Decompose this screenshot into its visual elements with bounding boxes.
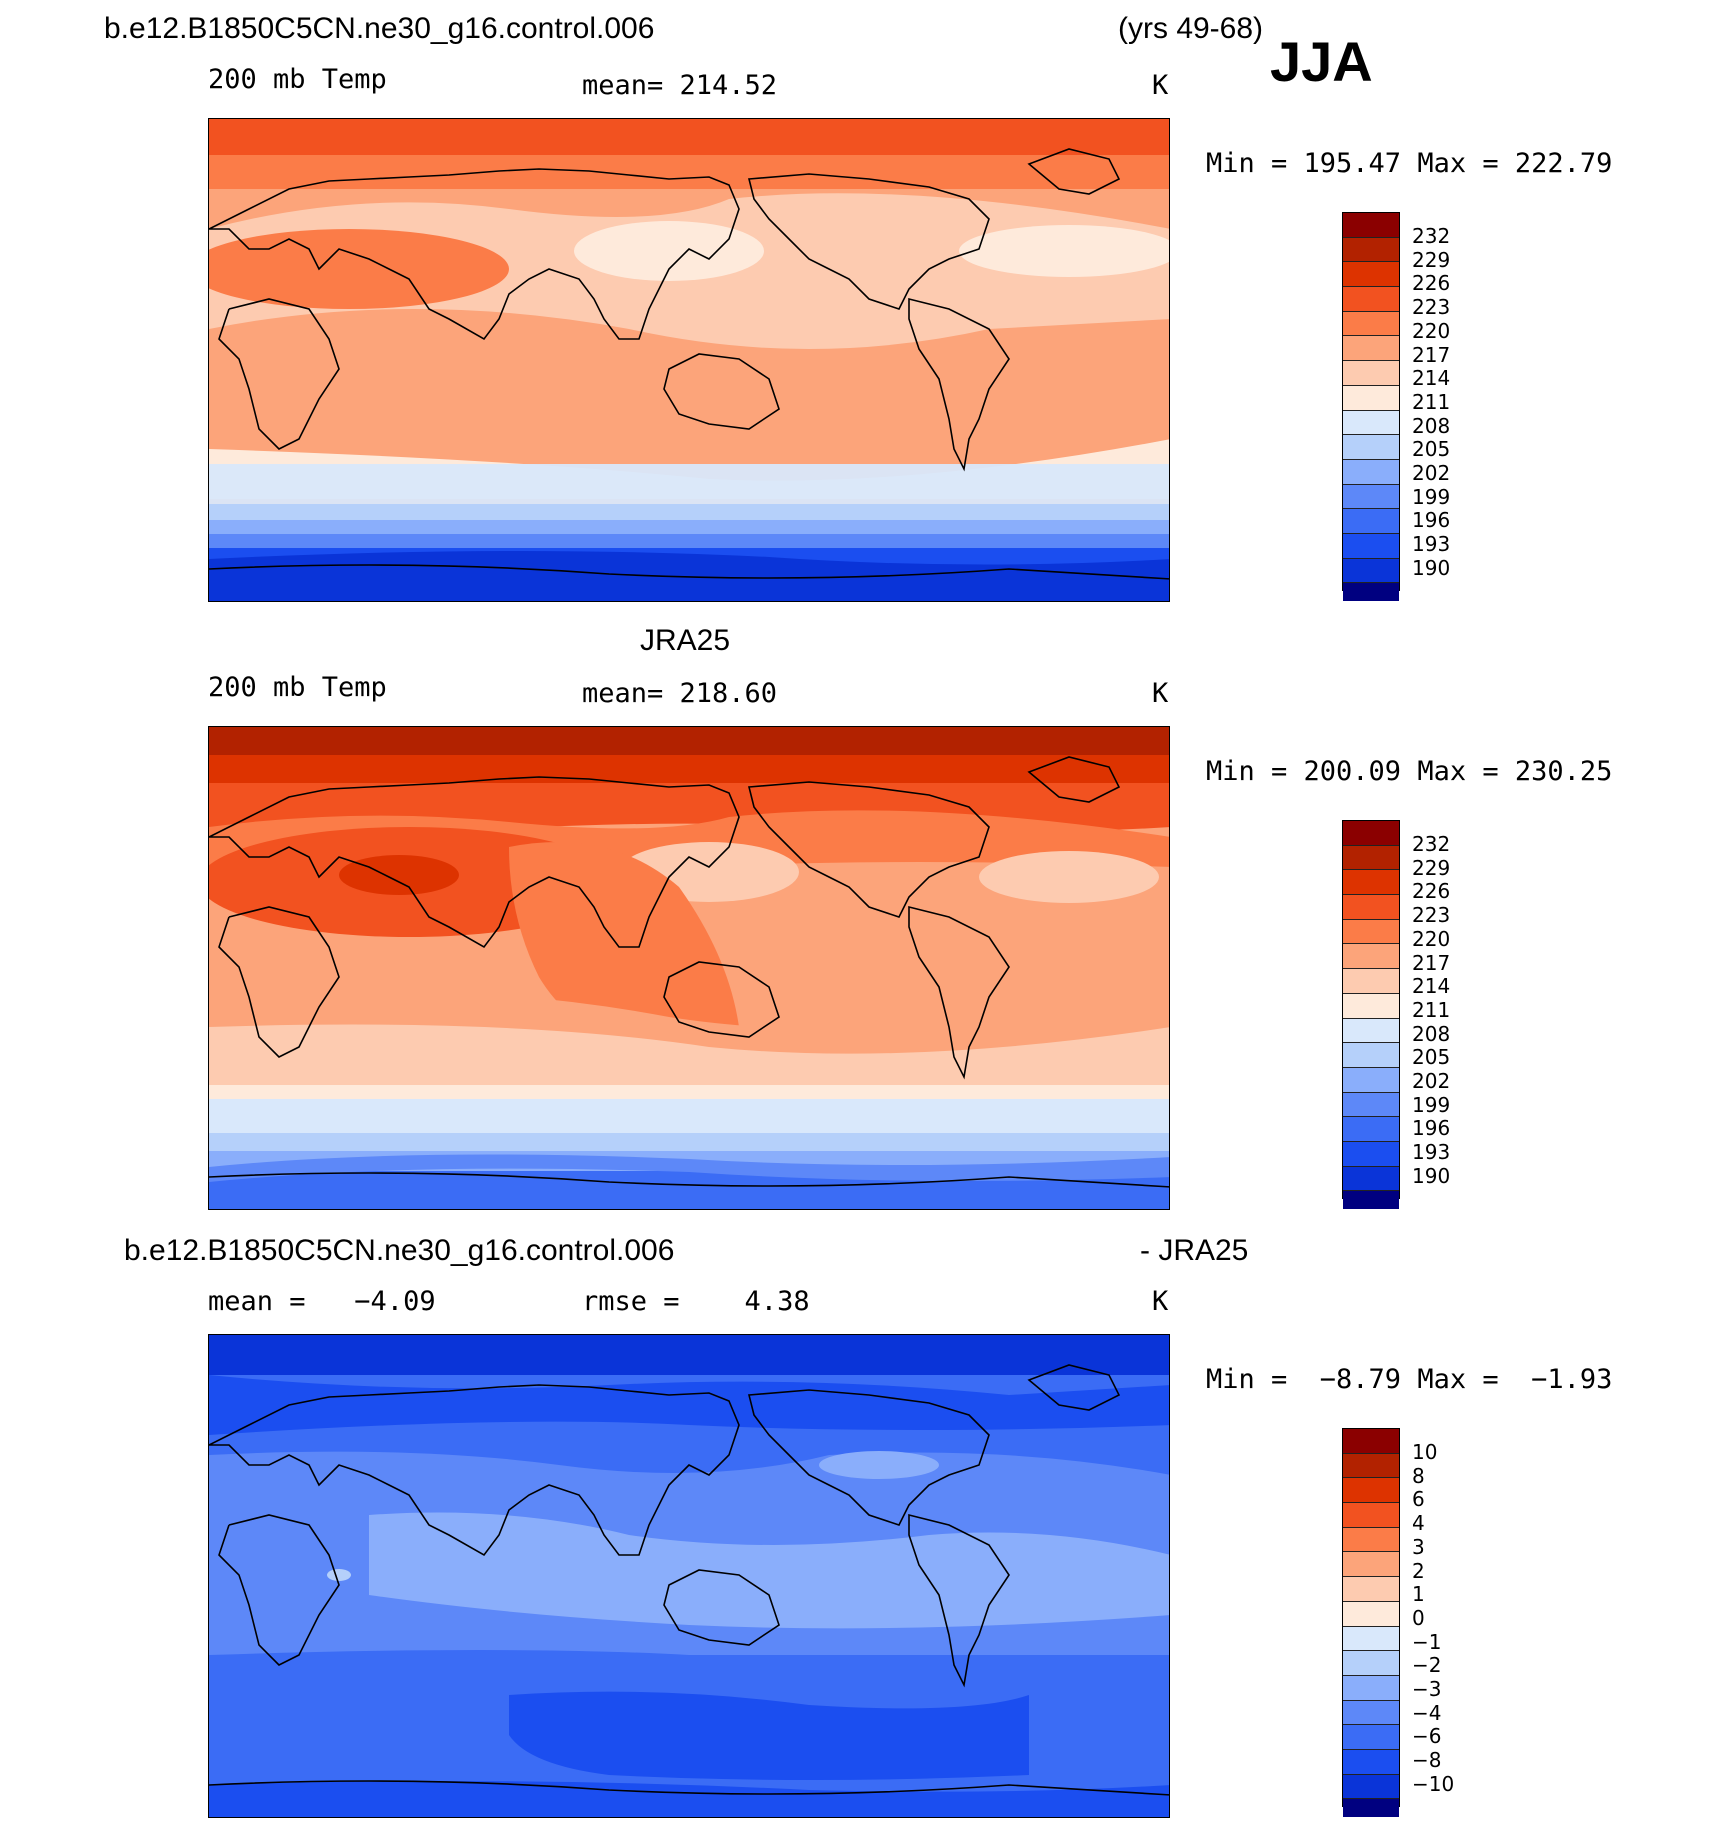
cbar-label: 208 — [1412, 1021, 1451, 1046]
panel1-mean: mean= 214.52 — [582, 70, 778, 101]
panel1-units: K — [1152, 70, 1169, 101]
panel2-contour-field — [209, 727, 1169, 1209]
cbar-label: 3 — [1412, 1534, 1425, 1559]
cbar-label: 196 — [1412, 508, 1451, 533]
cbar-label: 208 — [1412, 413, 1451, 438]
cbar-label: 214 — [1412, 366, 1451, 391]
cbar-label: 211 — [1412, 997, 1451, 1022]
cbar-label: 0 — [1412, 1605, 1425, 1630]
panel3-rmse: rmse = 4.38 — [582, 1286, 810, 1317]
cbar-label: 6 — [1412, 1487, 1425, 1512]
cbar-label: 190 — [1412, 555, 1451, 580]
cbar-label: −2 — [1412, 1653, 1442, 1678]
cbar-label: 223 — [1412, 295, 1451, 320]
panel1-variable: 200 mb Temp — [208, 64, 387, 95]
panel2-variable: 200 mb Temp — [208, 672, 387, 703]
cbar-label: 1 — [1412, 1582, 1425, 1607]
cbar-label: 226 — [1412, 271, 1451, 296]
panel1-coastlines — [209, 148, 1169, 580]
case-title: b.e12.B1850C5CN.ne30_g16.control.006 — [104, 12, 655, 45]
cbar-label: 226 — [1412, 879, 1451, 904]
cbar-label: 199 — [1412, 484, 1451, 509]
cbar-label: 217 — [1412, 342, 1451, 367]
panel3-units: K — [1152, 1286, 1169, 1317]
cbar-label: −3 — [1412, 1677, 1442, 1701]
cbar-label: 202 — [1412, 1069, 1451, 1093]
panel2-coastlines — [209, 756, 1169, 1188]
cbar-label: 2 — [1412, 1558, 1425, 1583]
panel2-mean: mean= 218.60 — [582, 678, 778, 709]
cbar-label: 193 — [1412, 1140, 1451, 1165]
panel3-dataset-suffix: - JRA25 — [1140, 1234, 1249, 1267]
cbar-label: −6 — [1412, 1724, 1442, 1749]
panel3-dataset-title: b.e12.B1850C5CN.ne30_g16.control.006 — [124, 1234, 675, 1267]
panel3-coastlines — [209, 1364, 1169, 1796]
panel2-dataset-title: JRA25 — [640, 624, 731, 657]
cbar-label: 193 — [1412, 532, 1451, 557]
panel2-minmax: Min = 200.09 Max = 230.25 — [1206, 756, 1613, 787]
cbar-label: 205 — [1412, 1045, 1451, 1070]
cbar-label: 205 — [1412, 437, 1451, 462]
cbar-label: 4 — [1412, 1511, 1425, 1536]
panel1-contour-field — [209, 119, 1169, 601]
season-label: JJA — [1270, 30, 1373, 93]
panel3-mean: mean = −4.09 — [208, 1286, 436, 1317]
cbar-label: 223 — [1412, 903, 1451, 928]
cbar-label: 8 — [1412, 1463, 1425, 1488]
cbar-label: 10 — [1412, 1440, 1438, 1464]
panel1-colorbar — [1342, 212, 1400, 602]
panel2-units: K — [1152, 678, 1169, 709]
cbar-label: 220 — [1412, 926, 1451, 951]
cbar-label: 214 — [1412, 974, 1451, 999]
cbar-label: −4 — [1412, 1700, 1442, 1725]
cbar-label: −10 — [1412, 1771, 1455, 1796]
cbar-label: 220 — [1412, 318, 1451, 343]
cbar-label: 196 — [1412, 1116, 1451, 1141]
cbar-label: 190 — [1412, 1163, 1451, 1188]
cbar-label: 217 — [1412, 950, 1451, 975]
cbar-label: 202 — [1412, 461, 1451, 485]
cbar-label: 232 — [1412, 224, 1451, 248]
panel2-colorbar — [1342, 820, 1400, 1210]
cbar-label: 229 — [1412, 247, 1451, 272]
panel3-minmax: Min = −8.79 Max = −1.93 — [1206, 1364, 1613, 1395]
panel2-map — [208, 726, 1170, 1210]
panel1-map — [208, 118, 1170, 602]
cbar-label: 229 — [1412, 855, 1451, 880]
panel3-colorbar — [1342, 1428, 1400, 1818]
panel1-minmax: Min = 195.47 Max = 222.79 — [1206, 148, 1613, 179]
years-label: (yrs 49-68) — [1118, 12, 1264, 45]
cbar-label: −1 — [1412, 1629, 1442, 1654]
cbar-label: −8 — [1412, 1748, 1442, 1773]
cbar-label: 211 — [1412, 389, 1451, 414]
panel3-contour-field — [209, 1335, 1169, 1817]
cbar-label: 199 — [1412, 1092, 1451, 1117]
cbar-label: 232 — [1412, 832, 1451, 856]
panel3-map — [208, 1334, 1170, 1818]
